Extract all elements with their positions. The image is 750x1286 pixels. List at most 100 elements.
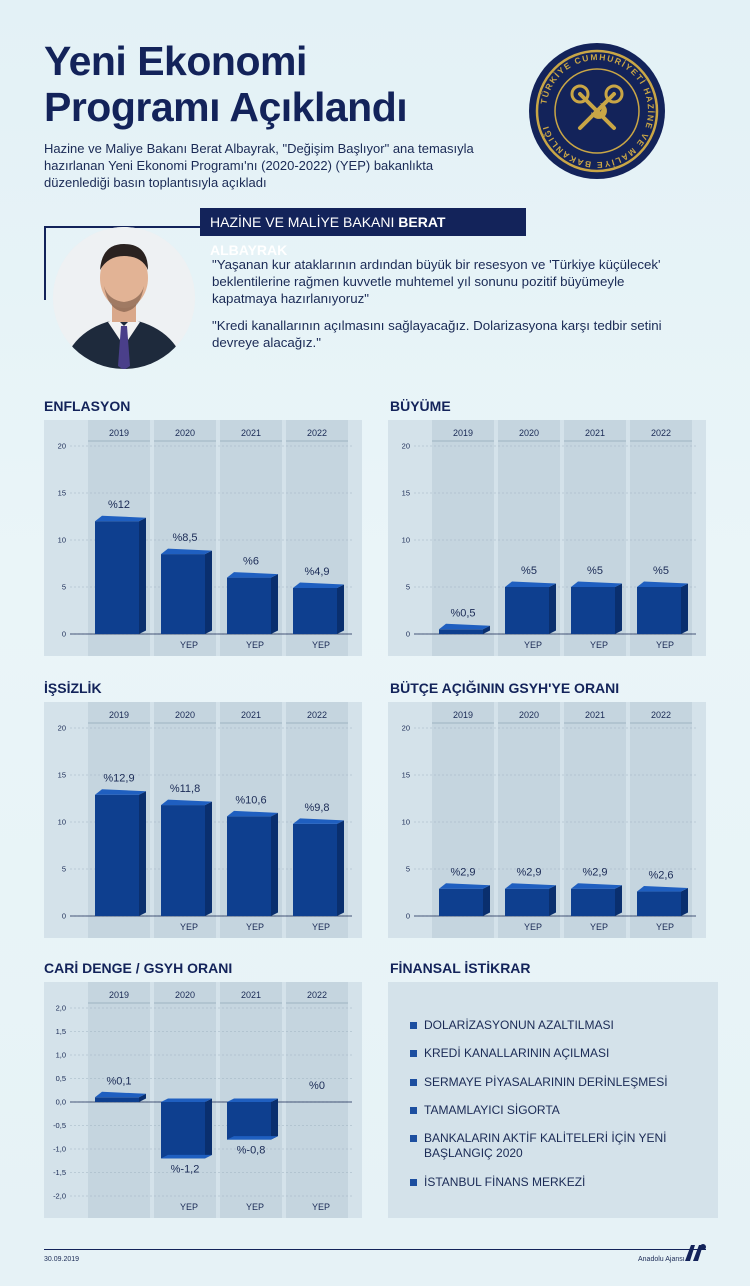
bar (161, 799, 212, 916)
finansal-item: DOLARİZASYONUN AZALTILMASI (410, 1018, 714, 1033)
chart-buyume: 2019 2020 2021 2022 0 5 10 15 20 %0,5 %5 YEP %5 YEP %5… (388, 420, 706, 656)
bar (439, 623, 490, 634)
tick-label: 20 (58, 442, 66, 451)
value-label: %8,5 (172, 532, 197, 544)
bar (95, 1091, 146, 1102)
tick-label: 15 (58, 489, 66, 498)
finansal-item-label: DOLARİZASYONUN AZALTILMASI (424, 1018, 614, 1032)
tick-label: 0 (62, 630, 66, 639)
bar (95, 789, 146, 916)
chart-issizlik: 2019 2020 2021 2022 0 5 10 15 20 %12,9 %11,8 YEP %10… (44, 702, 362, 938)
bar-side (205, 550, 212, 634)
yep-label: YEP (590, 640, 608, 650)
tick-label: 5 (62, 865, 66, 874)
bar (227, 1098, 278, 1140)
bullet-icon (410, 1079, 417, 1086)
bar (637, 581, 688, 634)
tick-label: -0,5 (53, 1121, 66, 1130)
aa-logo-icon (685, 1244, 706, 1261)
yep-label: YEP (312, 640, 330, 650)
finansal-item: BANKALARIN AKTİF KALİTELERİ İÇİN YENİ BA… (410, 1131, 704, 1161)
value-label: %6 (243, 556, 259, 568)
bar-side (139, 517, 146, 634)
tick-label: 10 (58, 818, 66, 827)
bar-side (483, 885, 490, 916)
bar-top (161, 1098, 212, 1102)
finansal-item-label: KREDİ KANALLARININ AÇILMASI (424, 1046, 610, 1060)
chart-enflasyon: 2019 2020 2021 2022 0 5 10 15 20 %12 %8,5 YEP %6 YEP%… (44, 420, 362, 656)
bar-front (161, 1102, 205, 1159)
year-label: 2019 (109, 990, 129, 1000)
bar-top (95, 515, 146, 522)
tick-label: 5 (406, 583, 410, 592)
finansal-item-label: TAMAMLAYICI SİGORTA (424, 1103, 560, 1117)
bullet-icon (410, 1135, 417, 1142)
tick-label: 2,0 (56, 1004, 66, 1013)
year-label: 2020 (175, 710, 195, 720)
year-label: 2021 (585, 710, 605, 720)
bar-front (227, 816, 271, 916)
bar-side (271, 574, 278, 634)
year-label: 2022 (307, 428, 327, 438)
bar-side (615, 885, 622, 916)
tick-label: 20 (402, 724, 410, 733)
year-label: 2020 (175, 428, 195, 438)
value-label: %2,6 (648, 870, 673, 882)
bar-side (337, 820, 344, 916)
bar-bottom (227, 1136, 278, 1140)
bar-top (227, 810, 278, 817)
bar-top (95, 789, 146, 795)
finansal-panel (388, 982, 718, 1218)
finansal-item-label: İSTANBUL FİNANS MERKEZİ (424, 1175, 586, 1189)
chart-title-butce: BÜTÇE AÇIĞININ GSYH'YE ORANI (390, 680, 620, 696)
minister-name-band: HAZİNE VE MALİYE BAKANI BERAT ALBAYRAK (200, 208, 526, 258)
year-label: 2020 (175, 990, 195, 1000)
year-label: 2020 (519, 428, 539, 438)
year-label: 2019 (109, 710, 129, 720)
minister-name: BERAT ALBAYRAK (210, 214, 446, 258)
bar-top (505, 581, 556, 587)
tick-label: -1,0 (53, 1145, 66, 1154)
bar (95, 515, 146, 634)
tick-label: 20 (58, 724, 66, 733)
value-label: %5 (587, 565, 603, 577)
bar-top (227, 572, 278, 578)
tick-label: 10 (402, 536, 410, 545)
value-label: %-1,2 (171, 1163, 200, 1175)
bar (505, 883, 556, 916)
bar-side (271, 1098, 278, 1140)
bar-bottom (161, 1154, 212, 1159)
footer-date: 30.09.2019 (44, 1256, 80, 1263)
value-label: %4,9 (304, 566, 329, 578)
bar-top (505, 883, 556, 889)
value-label: %5 (521, 565, 537, 577)
finansal-item: İSTANBUL FİNANS MERKEZİ (410, 1175, 714, 1190)
tick-label: 0,5 (56, 1074, 66, 1083)
bar-front (227, 577, 271, 634)
value-label: %5 (653, 565, 669, 577)
value-label: %2,9 (516, 867, 541, 879)
yep-label: YEP (656, 922, 674, 932)
bar-front (161, 554, 205, 634)
yep-label: YEP (312, 1202, 330, 1212)
yep-label: YEP (180, 640, 198, 650)
chart-title-cari: CARİ DENGE / GSYH ORANI (44, 960, 233, 976)
bar-front (227, 1102, 271, 1140)
bar-top (161, 548, 212, 555)
bar-side (549, 583, 556, 634)
bar-side (337, 584, 344, 634)
year-label: 2019 (453, 710, 473, 720)
value-label: %-0,8 (237, 1145, 266, 1157)
bar-front (571, 888, 615, 916)
chart-cari: 2019 2020 2021 2022 -2,0 -1,5 -1,0 -0,5 0,0 0,5 1,… (44, 982, 362, 1218)
chart-title-enflasyon: ENFLASYON (44, 398, 131, 414)
subtitle: Hazine ve Maliye Bakanı Berat Albayrak, … (44, 141, 474, 190)
column-band (432, 420, 494, 656)
tick-label: 1,0 (56, 1051, 66, 1060)
tick-label: 20 (402, 442, 410, 451)
yep-label: YEP (312, 922, 330, 932)
year-label: 2021 (585, 428, 605, 438)
footer-divider (44, 1249, 706, 1250)
ministry-seal-icon: TÜRKİYE CUMHURİYETİ HAZİNE VE MALİYE BAK… (529, 43, 665, 179)
tick-label: 0 (406, 912, 410, 921)
